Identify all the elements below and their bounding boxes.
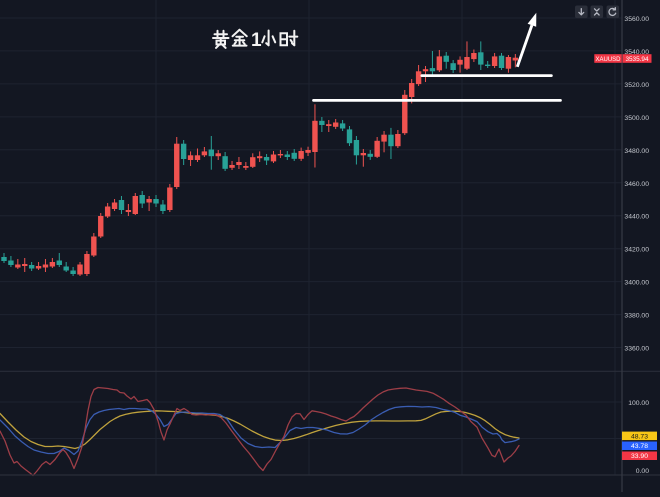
svg-text:3480.00: 3480.00 [624,148,649,155]
svg-text:1: 1 [251,30,262,51]
svg-text:3420.00: 3420.00 [624,247,649,254]
svg-text:3540.00: 3540.00 [624,49,649,56]
svg-text:33.90: 33.90 [631,453,648,460]
svg-text:3440.00: 3440.00 [624,214,649,221]
svg-text:3520.00: 3520.00 [624,82,649,89]
svg-text:48.73: 48.73 [631,433,648,440]
svg-text:3360.00: 3360.00 [624,346,649,353]
svg-text:3535.94: 3535.94 [625,56,649,63]
svg-text:3500.00: 3500.00 [624,115,649,122]
svg-text:0.00: 0.00 [636,468,649,475]
svg-text:100.00: 100.00 [628,400,649,407]
svg-text:XAUUSD: XAUUSD [595,57,621,63]
svg-text:3400.00: 3400.00 [624,280,649,287]
svg-text:3380.00: 3380.00 [624,313,649,320]
svg-text:3560.00: 3560.00 [624,16,649,23]
svg-text:43.78: 43.78 [631,443,648,450]
svg-text:3460.00: 3460.00 [624,181,649,188]
